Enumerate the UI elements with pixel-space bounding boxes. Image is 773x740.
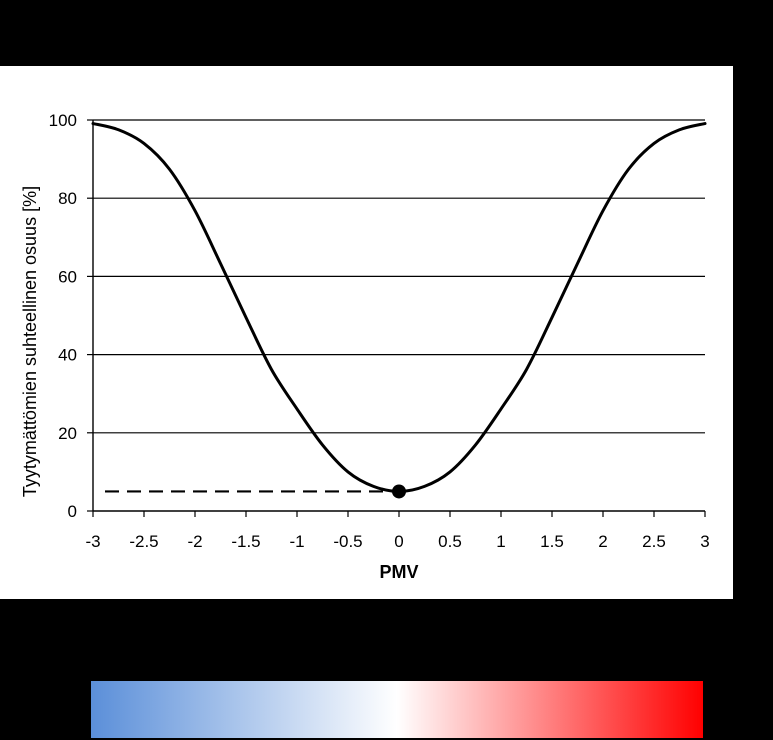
y-axis-label: Tyytymättömien suhteellinen osuus [%] — [20, 186, 40, 497]
x-tick-label-6: 0 — [394, 532, 403, 551]
y-tick-label-3: 60 — [58, 267, 77, 286]
x-tick-label-5: -0.5 — [333, 532, 362, 551]
gridlines — [93, 119, 705, 434]
y-tick-label-1: 20 — [58, 424, 77, 443]
x-tick-label-1: -2.5 — [129, 532, 158, 551]
y-tick-label-0: 0 — [68, 502, 77, 521]
chart-panel: 0 20 40 60 80 100 -3 -2.5 -2 -1.5 -1 -0.5 0 0.5 1 1.5 2… — [0, 66, 733, 599]
x-tick-label-11: 2.5 — [642, 532, 666, 551]
x-tick-label-12: 3 — [700, 532, 709, 551]
series-line-0 — [91, 122, 707, 493]
x-tick-label-9: 1.5 — [540, 532, 564, 551]
x-tick-label-7: 0.5 — [438, 532, 462, 551]
x-tick-label-10: 2 — [598, 532, 607, 551]
series — [91, 122, 707, 493]
y-tick-label-5: 100 — [49, 111, 77, 130]
color-scale-bar — [91, 681, 703, 738]
pmv-ppd-chart: 0 20 40 60 80 100 -3 -2.5 -2 -1.5 -1 -0.5 0 0.5 1 1.5 2… — [20, 111, 710, 582]
x-tick-label-0: -3 — [85, 532, 100, 551]
y-tick-label-2: 40 — [58, 346, 77, 365]
x-axis-label: PMV — [379, 562, 418, 582]
minimum-point-marker — [392, 484, 406, 499]
x-tick-labels: -3 -2.5 -2 -1.5 -1 -0.5 0 0.5 1 1.5 2 2.5 3 — [85, 532, 709, 551]
annotations — [105, 484, 406, 499]
axes — [87, 119, 706, 517]
x-tick-label-3: -1.5 — [231, 532, 260, 551]
x-tick-label-8: 1 — [496, 532, 505, 551]
y-tick-labels: 0 20 40 60 80 100 — [49, 111, 77, 521]
y-tick-label-4: 80 — [58, 189, 77, 208]
x-tick-label-4: -1 — [289, 532, 304, 551]
title-fragment — [312, 54, 318, 71]
x-tick-label-2: -2 — [187, 532, 202, 551]
